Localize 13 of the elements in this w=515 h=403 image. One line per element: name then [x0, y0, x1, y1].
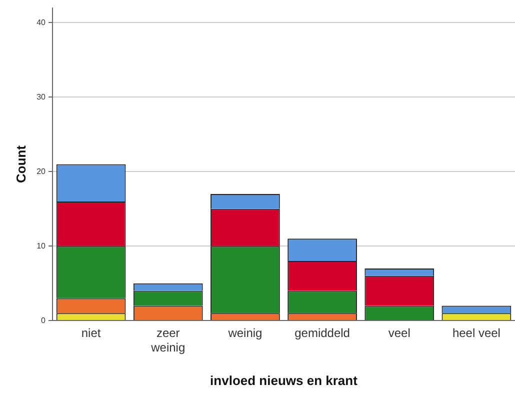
y-tick-label: 20 — [36, 166, 46, 176]
y-axis-title: Count — [13, 144, 28, 183]
y-tick-label: 10 — [36, 241, 46, 250]
x-tick-label: niet — [81, 326, 102, 340]
y-tick-label: 40 — [36, 18, 46, 27]
y-tick-label: 0 — [41, 316, 46, 325]
x-axis-title: invloed nieuws en krant — [210, 372, 358, 388]
x-tick-label: weinig — [227, 326, 262, 340]
x-tick-label: gemiddeld — [294, 326, 350, 340]
x-tick-label: veel — [388, 326, 410, 340]
x-tick-label: heel veel — [452, 326, 500, 340]
y-tick-label: 30 — [36, 92, 46, 102]
x-tick-label: zeer weinig — [150, 326, 186, 355]
